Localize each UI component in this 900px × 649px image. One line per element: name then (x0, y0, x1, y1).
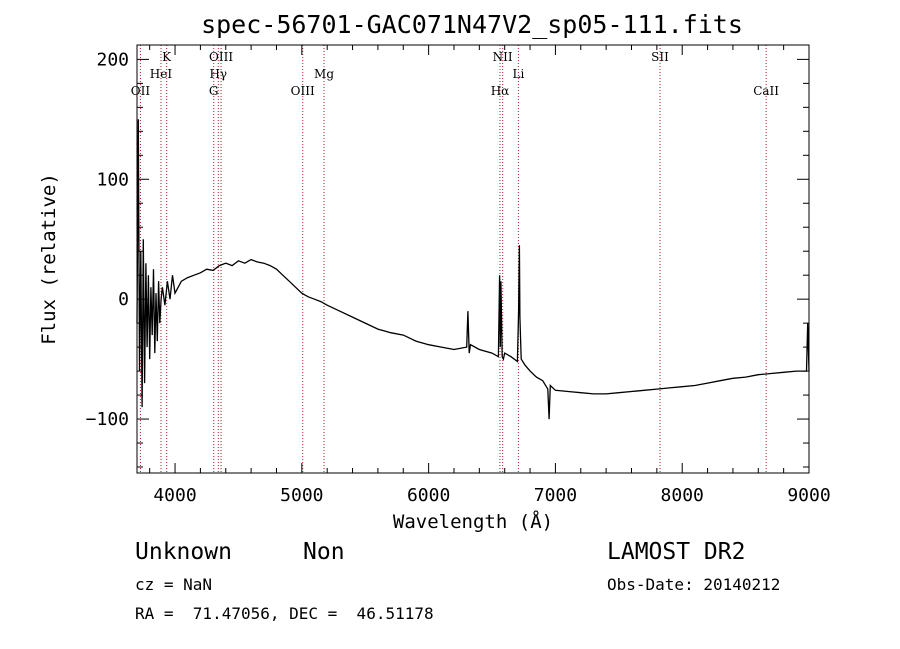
chart-title: spec-56701-GAC071N47V2_sp05-111.fits (201, 10, 743, 39)
spectral-line-label: Li (512, 67, 524, 81)
y-axis-label: Flux (relative) (38, 173, 60, 345)
axis-ticks: 4000 5000 6000 7000 8000 9000 −100 0 100 200 (86, 45, 831, 506)
x-tick-label: 5000 (280, 485, 323, 506)
spectral-line-markers (139, 45, 767, 473)
spectral-line-label: OIII (291, 84, 315, 98)
spectral-line-label: OIII (209, 50, 233, 64)
spectral-line-label: G (209, 84, 219, 98)
y-tick-label: −100 (86, 409, 129, 430)
y-tick-label: 100 (96, 169, 129, 190)
classification-label: Unknown (135, 539, 232, 565)
redshift-label: cz = NaN (135, 575, 213, 594)
spectrum-series-line (136, 119, 810, 420)
spectral-line-label: NII (493, 50, 513, 64)
spectral-line-label: CaII (753, 84, 779, 98)
spectral-line-label: HeI (150, 67, 173, 81)
survey-label: LAMOST DR2 (607, 539, 746, 565)
y-tick-label: 0 (118, 289, 129, 310)
obs-date-label: Obs-Date: 20140212 (607, 575, 781, 594)
spectral-line-label: OII (131, 84, 151, 98)
x-tick-label: 6000 (407, 485, 450, 506)
y-tick-label: 200 (96, 49, 129, 70)
spectral-line-label: K (162, 50, 172, 64)
plot-frame (136, 44, 810, 474)
x-axis-label: Wavelength (Å) (393, 510, 553, 533)
coordinates-label: RA = 71.47056, DEC = 46.51178 (135, 604, 434, 623)
spectrum-line-group (136, 119, 810, 420)
spectral-line-label: Hα (491, 84, 510, 98)
spectral-line-labels: OII HeI K G Hγ OIII OIII Mg Hα NII Li SII CaII (131, 50, 780, 98)
x-tick-label: 4000 (153, 485, 196, 506)
x-tick-label: 9000 (787, 485, 830, 506)
spectral-line-label: Hγ (209, 67, 227, 81)
spectral-line-label: SII (651, 50, 669, 64)
subclass-label: Non (303, 539, 345, 565)
x-tick-label: 8000 (661, 485, 704, 506)
x-tick-label: 7000 (534, 485, 577, 506)
spectral-line-label: Mg (314, 67, 334, 81)
